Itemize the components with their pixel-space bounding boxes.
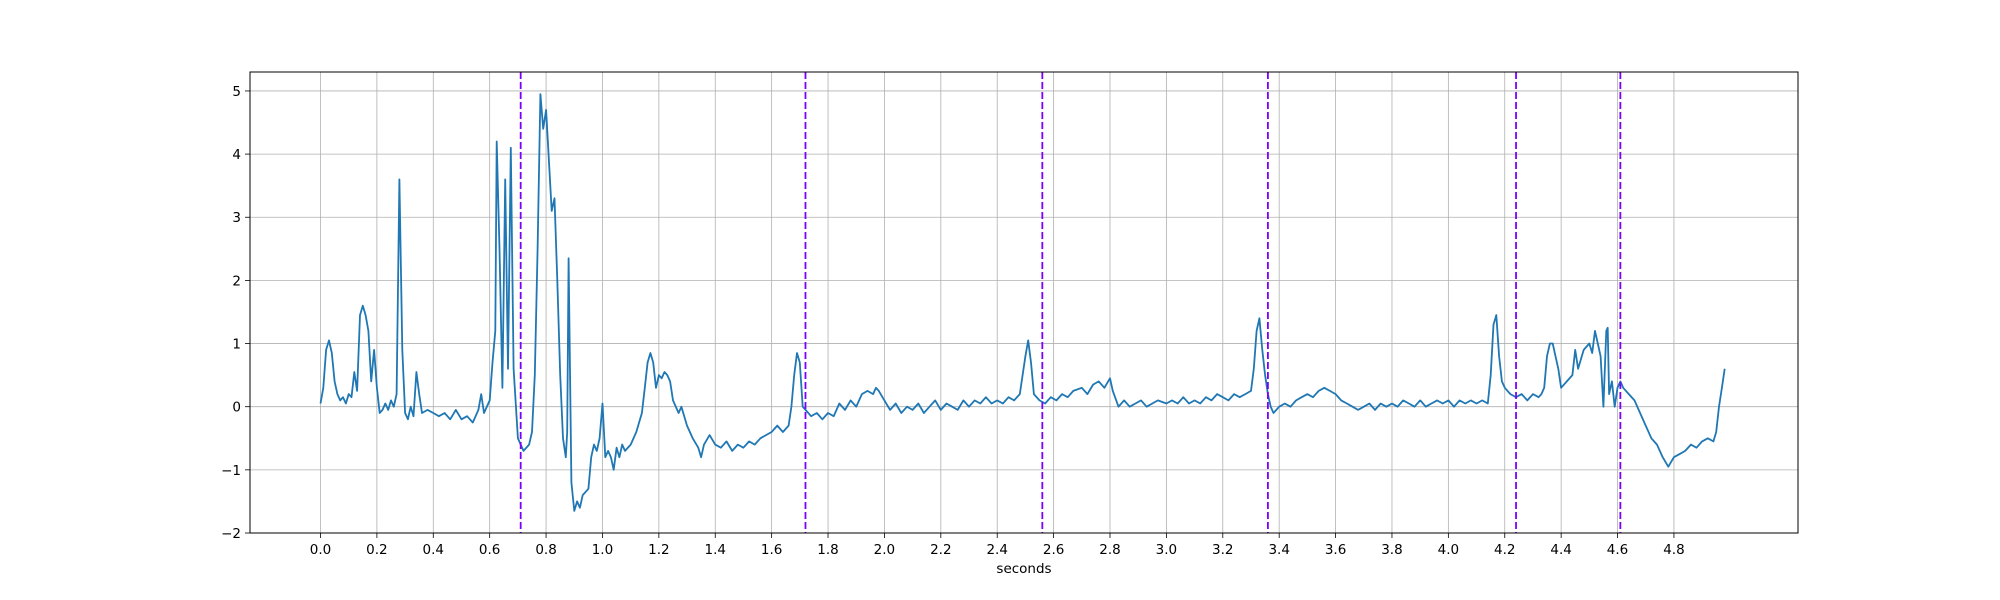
x-tick-label: 3.8 [1381, 542, 1402, 558]
x-tick-label: 4.6 [1607, 542, 1628, 558]
x-tick-label: 2.8 [1099, 542, 1120, 558]
x-tick-label: 0.2 [366, 542, 387, 558]
x-tick-label: 2.0 [874, 542, 895, 558]
x-tick-label: 4.8 [1663, 542, 1684, 558]
x-tick-label: 4.4 [1550, 542, 1571, 558]
y-tick-label: 2 [232, 273, 241, 289]
x-axis: 0.0 0.2 0.4 0.6 0.8 1.0 1.2 1.4 1.6 1.8 2.0 2.2 2.4 2… [310, 533, 1685, 558]
y-tick-label: 0 [232, 400, 241, 416]
x-tick-label: 0.4 [423, 542, 444, 558]
x-tick-label: 3.6 [1325, 542, 1346, 558]
y-tick-label: 1 [232, 337, 241, 353]
x-tick-label: 2.2 [930, 542, 951, 558]
x-tick-label: 3.2 [1212, 542, 1233, 558]
x-tick-label: 2.4 [986, 542, 1007, 558]
y-tick-label: −1 [221, 463, 241, 479]
vertical-markers [519, 72, 1622, 533]
y-tick-label: 5 [232, 84, 241, 100]
x-tick-label: 4.0 [1438, 542, 1459, 558]
y-tick-label: 4 [232, 147, 241, 163]
x-tick-label: 3.4 [1268, 542, 1289, 558]
x-tick-label: 0.0 [310, 542, 331, 558]
x-tick-label: 1.0 [592, 542, 613, 558]
series-layer [319, 93, 1726, 512]
x-tick-label: 3.0 [1156, 542, 1177, 558]
x-tick-label: 4.2 [1494, 542, 1515, 558]
y-tick-label: 3 [232, 210, 241, 226]
x-axis-title: seconds [996, 561, 1051, 577]
plot-frame [249, 71, 1799, 534]
y-axis: −2 −1 0 1 2 3 4 5 [221, 84, 250, 542]
x-tick-label: 1.2 [648, 542, 669, 558]
grid-lines [250, 72, 1798, 534]
x-tick-label: 2.6 [1043, 542, 1064, 558]
x-tick-label: 1.8 [817, 542, 838, 558]
x-tick-label: 0.6 [479, 542, 500, 558]
signal-series-line [319, 93, 1726, 512]
x-tick-label: 1.4 [705, 542, 726, 558]
y-tick-label: −2 [221, 526, 241, 542]
x-tick-label: 1.6 [761, 542, 782, 558]
x-tick-label: 0.8 [535, 542, 556, 558]
